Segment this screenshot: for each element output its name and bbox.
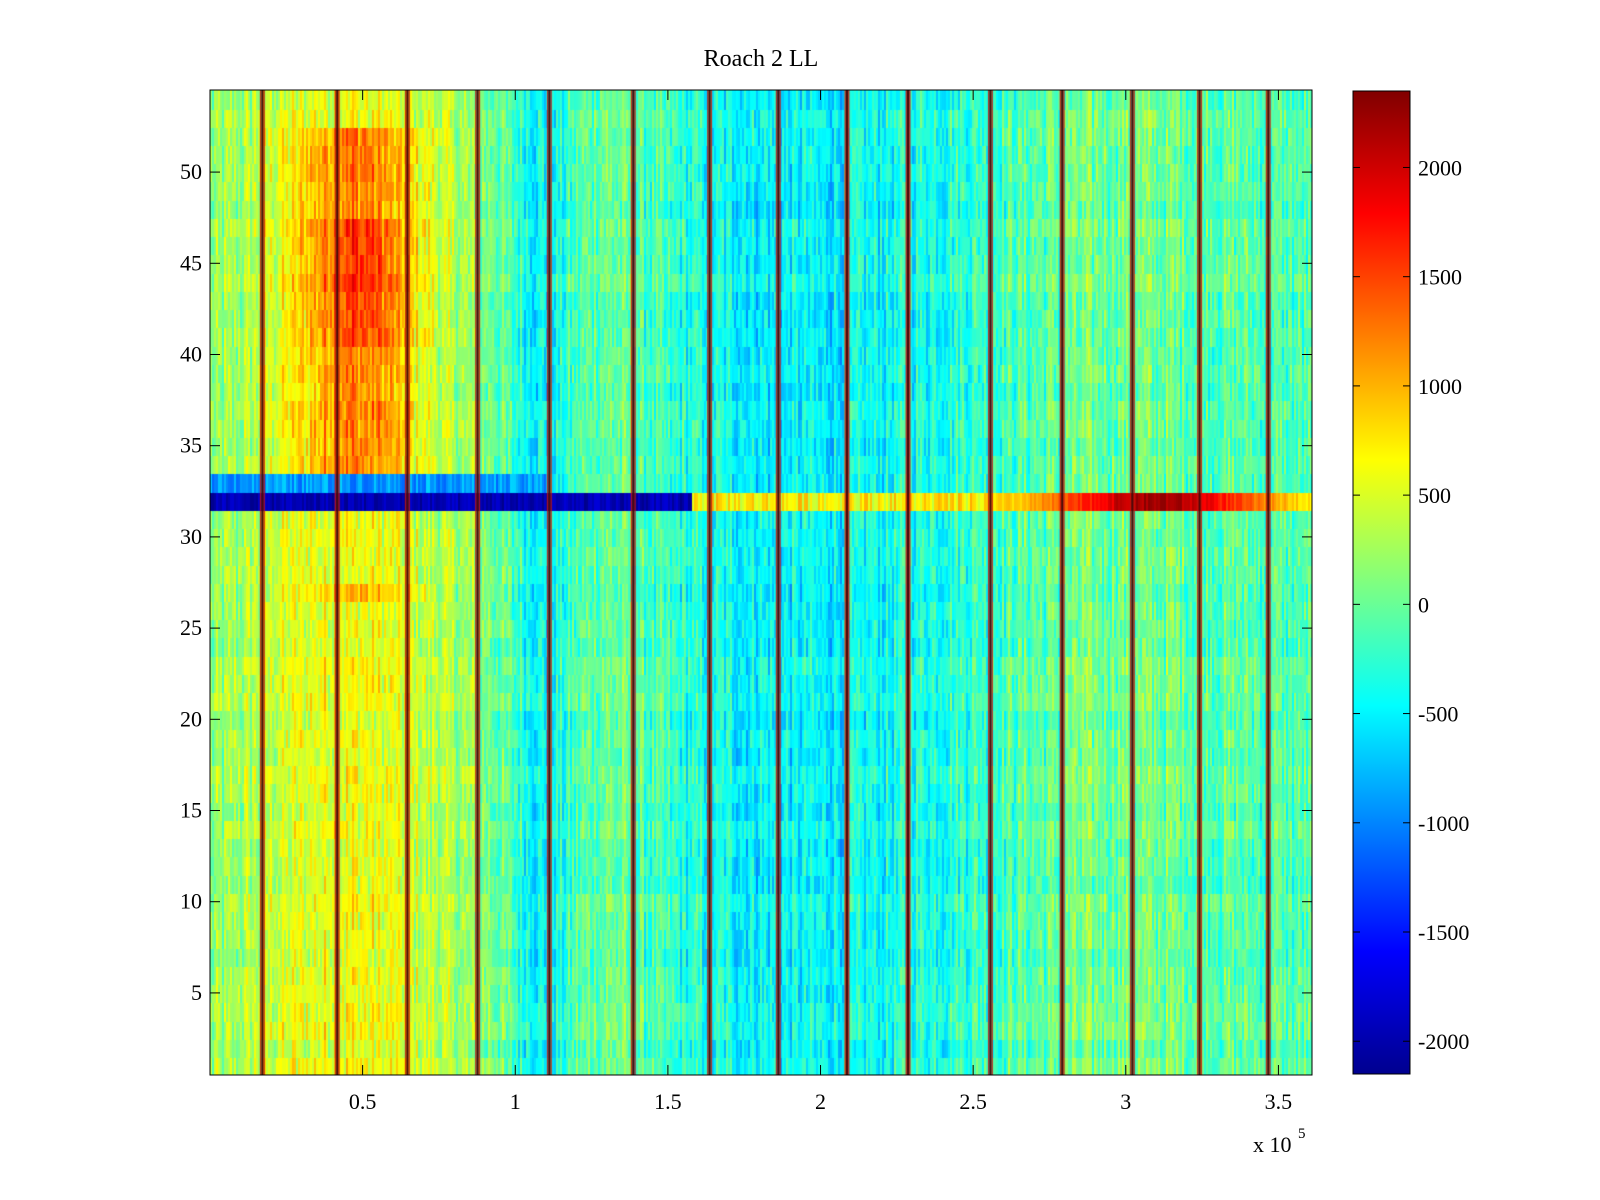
x-tick-label: 0.5 (349, 1089, 377, 1114)
colorbar-axis: -2000 -1500 -1000 -500 0 500 1000 1500 2000 (1353, 155, 1469, 1054)
y-tick-label: 25 (180, 615, 202, 640)
plot-frame (209, 89, 1313, 1076)
x-axis-multiplier: x 10 (1253, 1132, 1292, 1157)
y-tick-label: 10 (180, 889, 202, 914)
x-tick-label: 1.5 (654, 1089, 682, 1114)
colorbar-tick-label: -2000 (1418, 1029, 1469, 1054)
y-tick-label: 50 (180, 159, 202, 184)
colorbar-tick-label: -1500 (1418, 920, 1469, 945)
x-axis: 0.5 1 1.5 2 2.5 3 3.5 (349, 90, 1292, 1114)
colorbar (1352, 90, 1411, 1075)
x-tick-label: 2.5 (959, 1089, 987, 1114)
colorbar-tick-label: -500 (1418, 702, 1458, 727)
y-tick-label: 20 (180, 706, 202, 731)
colorbar-tick-label: 1500 (1418, 265, 1462, 290)
heatmap-image (210, 90, 1312, 1075)
y-tick-label: 35 (180, 433, 202, 458)
x-tick-label: 3 (1120, 1089, 1131, 1114)
colorbar-tick-label: 2000 (1418, 155, 1462, 180)
x-tick-label: 3.5 (1265, 1089, 1293, 1114)
colorbar-tick-label: 500 (1418, 483, 1451, 508)
heatmap-area (210, 90, 1312, 1075)
y-tick-label: 15 (180, 798, 202, 823)
colorbar-tick-label: 0 (1418, 592, 1429, 617)
x-axis-multiplier-exponent: 5 (1298, 1126, 1306, 1142)
colorbar-tick-label: 1000 (1418, 374, 1462, 399)
x-tick-label: 1 (510, 1089, 521, 1114)
chart-title: Roach 2 LL (704, 46, 819, 72)
y-tick-label: 45 (180, 250, 202, 275)
y-tick-label: 5 (191, 980, 202, 1005)
x-tick-label: 2 (815, 1089, 826, 1114)
y-axis: 5 10 15 20 25 30 35 40 45 50 (180, 159, 1312, 1005)
y-tick-label: 40 (180, 341, 202, 366)
y-tick-label: 30 (180, 524, 202, 549)
colorbar-tick-label: -1000 (1418, 811, 1469, 836)
